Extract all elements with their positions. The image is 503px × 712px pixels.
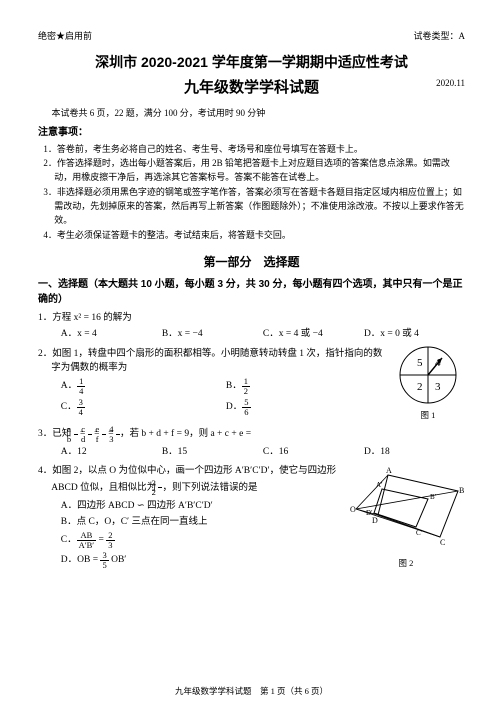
q3-options: A．12 B．15 C．16 D．18 [38, 445, 465, 459]
question-4: 4．如图 2，以点 O 为位似中心，画一个四边形 A′B′C′D′，使它与四边形… [38, 464, 347, 496]
figure-1: 5 4 2 3 图 1 [391, 344, 465, 423]
secret-label: 绝密★启用前 [38, 30, 92, 44]
q3-opt-c: C．16 [263, 445, 364, 459]
svg-text:D: D [372, 516, 378, 525]
svg-text:B′: B′ [430, 493, 437, 501]
q3-opt-b: B．15 [162, 445, 263, 459]
q3-opt-a: A．12 [61, 445, 162, 459]
exam-date: 2020.11 [436, 77, 465, 91]
q4-opt-b: B．点 C，O，C′ 三点在同一直线上 [61, 515, 347, 529]
notice-item: 4．考生必须保证答题卡的整洁。考试结束后，将答题卡交回。 [54, 229, 465, 243]
figure-1-label: 图 1 [391, 409, 465, 422]
page-footer: 九年级数学学科试题 第 1 页（共 6 页） [0, 685, 503, 698]
q4-opt-c: C．ABA′B′ = 23 [61, 531, 347, 549]
q1-options: A．x = 4 B．x = −4 C．x = 4 或 −4 D．x = 0 或 … [38, 327, 465, 341]
svg-text:C: C [440, 538, 445, 547]
q1-opt-c: C．x = 4 或 −4 [263, 327, 364, 341]
q1-opt-d: D．x = 0 或 4 [364, 327, 465, 341]
svg-text:A′: A′ [376, 481, 383, 489]
q2-opt-b: B．12 [226, 377, 391, 395]
q4-options: A．四边形 ABCD ∽ 四边形 A′B′C′D′ B．点 C，O，C′ 三点在… [38, 499, 347, 570]
question-1: 1．方程 x² = 16 的解为 [38, 311, 465, 325]
notice-list: 1．答卷前，考生务必将自己的姓名、考生号、考场号和座位号填写在答题卡上。 2．作… [38, 143, 465, 244]
q3-opt-d: D．18 [364, 445, 465, 459]
paper-type-label: 试卷类型：A [414, 30, 466, 44]
notice-heading: 注意事项： [38, 125, 465, 140]
svg-text:C′: C′ [416, 529, 423, 537]
q4-opt-d: D．OB = 35 OB′ [61, 551, 347, 569]
svg-text:A: A [386, 466, 392, 475]
q1-opt-a: A．x = 4 [61, 327, 162, 341]
subject-title: 九年级数学学科试题 [184, 77, 319, 100]
q1-opt-b: B．x = −4 [162, 327, 263, 341]
q2-opt-c: C．34 [61, 398, 226, 416]
section-heading: 第一部分 选择题 [38, 253, 465, 271]
q4-opt-a: A．四边形 ABCD ∽ 四边形 A′B′C′D′ [61, 499, 347, 513]
exam-title: 深圳市 2020-2021 学年度第一学期期中适应性考试 [38, 52, 465, 73]
svg-text:2: 2 [417, 381, 423, 393]
notice-item: 1．答卷前，考生务必将自己的姓名、考生号、考场号和座位号填写在答题卡上。 [54, 143, 465, 157]
q2-opt-a: A．14 [61, 377, 226, 395]
figure-2-label: 图 2 [347, 557, 465, 570]
section-a-heading: 一、选择题（本大题共 10 小题，每小题 3 分，共 30 分，每小题有四个选项… [38, 277, 465, 307]
q2-opt-d: D．56 [226, 398, 391, 416]
svg-text:D′: D′ [366, 509, 373, 517]
question-2: 2．如图 1，转盘中四个扇形的面积都相等。小明随意转动转盘 1 次，指针指向的数… [38, 347, 391, 376]
svg-text:5: 5 [417, 357, 423, 369]
svg-text:B: B [459, 486, 464, 495]
notice-item: 2．作答选择题时，选出每小题答案后，用 2B 铅笔把答题卡上对应题目选项的答案信… [54, 157, 465, 185]
question-3: 3．已知 ab = cd = ef = 43，若 b + d + f = 9，则… [38, 425, 465, 443]
exam-meta: 本试卷共 6 页，22 题，满分 100 分，考试用时 90 分钟 [38, 107, 465, 121]
figure-2: O A B C D A′ B′ C′ D′ 图 2 [347, 465, 465, 570]
q2-options: A．14 B．12 C．34 D．56 [38, 377, 391, 416]
svg-text:O: O [350, 505, 356, 514]
notice-item: 3．非选择题必须用黑色字迹的钢笔或签字笔作答，答案必须写在答题卡各题目指定区域内… [54, 186, 465, 228]
svg-text:3: 3 [435, 381, 441, 393]
